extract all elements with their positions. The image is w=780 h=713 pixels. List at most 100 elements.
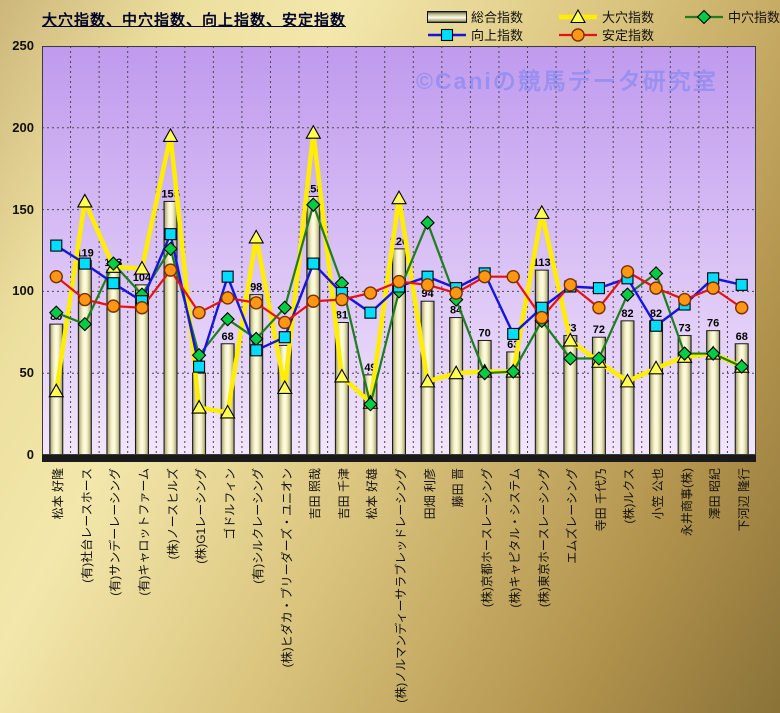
- circle-marker: [78, 292, 92, 307]
- triangle-marker: [276, 379, 293, 394]
- legend-label: 安定指数: [602, 28, 655, 43]
- circle-marker: [363, 286, 378, 300]
- legend-label: 大穴指数: [602, 10, 655, 25]
- bar-value-label: 82: [650, 308, 662, 320]
- bar-value-label: 72: [593, 324, 605, 336]
- circle-marker: [278, 315, 292, 330]
- bar: [534, 269, 549, 456]
- y-axis-tick-label: 150: [12, 201, 34, 217]
- legend-item-ooana: 大穴指数: [558, 7, 654, 26]
- diamond-marker: [49, 305, 64, 320]
- circle-marker: [563, 278, 578, 292]
- circle-marker: [49, 269, 63, 284]
- x-axis-label: (株)キャピタル・システム: [508, 468, 523, 608]
- x-axis-label: 寺田 千代乃: [593, 468, 608, 532]
- triangle-marker: [76, 193, 93, 208]
- bar-value-label: 113: [533, 257, 551, 269]
- diamond-marker: [163, 241, 178, 257]
- circle-marker: [620, 265, 635, 279]
- x-axis-label: 小笠 公也: [651, 468, 666, 520]
- y-axis-tick-label: 0: [26, 447, 34, 462]
- diamond-marker: [363, 397, 378, 412]
- square-marker: [221, 270, 234, 283]
- square-marker: [440, 28, 454, 41]
- x-axis-label: エムズレーシング: [565, 468, 580, 564]
- square-marker: [107, 277, 120, 290]
- triangle-marker: [570, 8, 586, 23]
- x-axis-label: 吉田 千津: [336, 468, 351, 520]
- y-axis-labels: 250 200 150 100 50 0: [0, 38, 37, 462]
- x-axis-label: 下河辺 隆行: [736, 468, 751, 532]
- circle-marker: [106, 299, 121, 313]
- bar-value-label: 94: [421, 288, 434, 300]
- bar-value-label: 82: [621, 308, 633, 320]
- circle-marker: [706, 281, 720, 295]
- x-axis-label: (株)ヒダカ・ブリーダーズ・ユニオン: [279, 468, 294, 668]
- diamond-marker: [277, 300, 293, 316]
- x-axis-label: (株)京都ホースレーシング: [479, 468, 494, 608]
- circle-marker: [677, 292, 692, 307]
- diamond-marker: [705, 346, 721, 361]
- circle-marker: [135, 301, 149, 315]
- x-axis-label: 田畑 利彦: [422, 468, 437, 520]
- triangle-marker: [533, 204, 550, 219]
- square-marker: [592, 282, 605, 295]
- triangle-marker: [305, 124, 322, 139]
- triangle-marker: [448, 365, 465, 380]
- legend-label: 向上指数: [471, 28, 524, 43]
- x-axis-label: (有)キャロットファーム: [136, 468, 151, 596]
- square-marker: [507, 327, 520, 340]
- triangle-marker: [619, 373, 636, 388]
- bar-value-label: 76: [707, 318, 719, 330]
- x-axis-label: 藤田 晋: [451, 468, 466, 508]
- square-marker: [164, 228, 177, 241]
- circle-marker: [192, 305, 206, 320]
- x-axis-label: (株)G1レーシング: [194, 468, 209, 564]
- triangle-marker: [333, 368, 350, 383]
- diamond-marker: [591, 351, 607, 366]
- bar: [449, 317, 464, 456]
- triangle-marker: [162, 127, 179, 143]
- legend-item-sogo: 総合指数: [427, 7, 523, 26]
- x-axis-label: 永井商事(株): [679, 468, 694, 536]
- diamond-marker: [648, 266, 664, 281]
- x-axis-label: 澤田 昭紀: [708, 468, 723, 520]
- legend-diamond-swatch: [684, 9, 724, 25]
- diamond-marker: [306, 197, 321, 212]
- diamond-marker: [220, 311, 235, 327]
- circle-marker: [592, 301, 606, 315]
- bar: [306, 196, 321, 456]
- triangle-marker: [648, 360, 664, 375]
- diamond-marker: [477, 365, 492, 381]
- chart-plot: 8011911310415550689867158814912694847063…: [42, 46, 756, 462]
- triangle-marker: [219, 404, 236, 419]
- triangle-marker: [248, 229, 265, 244]
- square-marker: [307, 257, 320, 270]
- x-axis-label: (株)ノースヒルズ: [165, 468, 180, 560]
- legend-bar-swatch: [427, 10, 467, 23]
- diamond-marker: [505, 364, 521, 379]
- diamond-marker: [734, 359, 749, 374]
- circle-marker: [220, 291, 235, 305]
- bar-value-label: 104: [133, 272, 152, 284]
- circle-marker: [335, 292, 349, 307]
- square-marker: [649, 319, 663, 332]
- bar: [77, 259, 92, 456]
- x-axis-label: ゴドルフィン: [222, 468, 237, 540]
- watermark: ©Caniの競馬データ研究室: [416, 68, 718, 94]
- x-axis-label: 吉田 照哉: [308, 468, 323, 520]
- chart-title: 大穴指数、中穴指数、向上指数、安定指数: [42, 12, 347, 29]
- circle-marker: [535, 310, 549, 325]
- square-marker: [193, 360, 206, 373]
- diamond-marker: [420, 215, 435, 230]
- y-axis-tick-label: 50: [19, 365, 34, 381]
- bar-value-label: 119: [76, 247, 94, 259]
- circle-marker: [420, 278, 435, 292]
- triangle-marker: [191, 399, 208, 414]
- triangle-marker: [134, 260, 150, 275]
- bar: [249, 294, 264, 456]
- circle-marker: [506, 269, 520, 284]
- bar: [477, 339, 492, 456]
- square-marker: [735, 278, 748, 291]
- circle-marker: [571, 27, 585, 42]
